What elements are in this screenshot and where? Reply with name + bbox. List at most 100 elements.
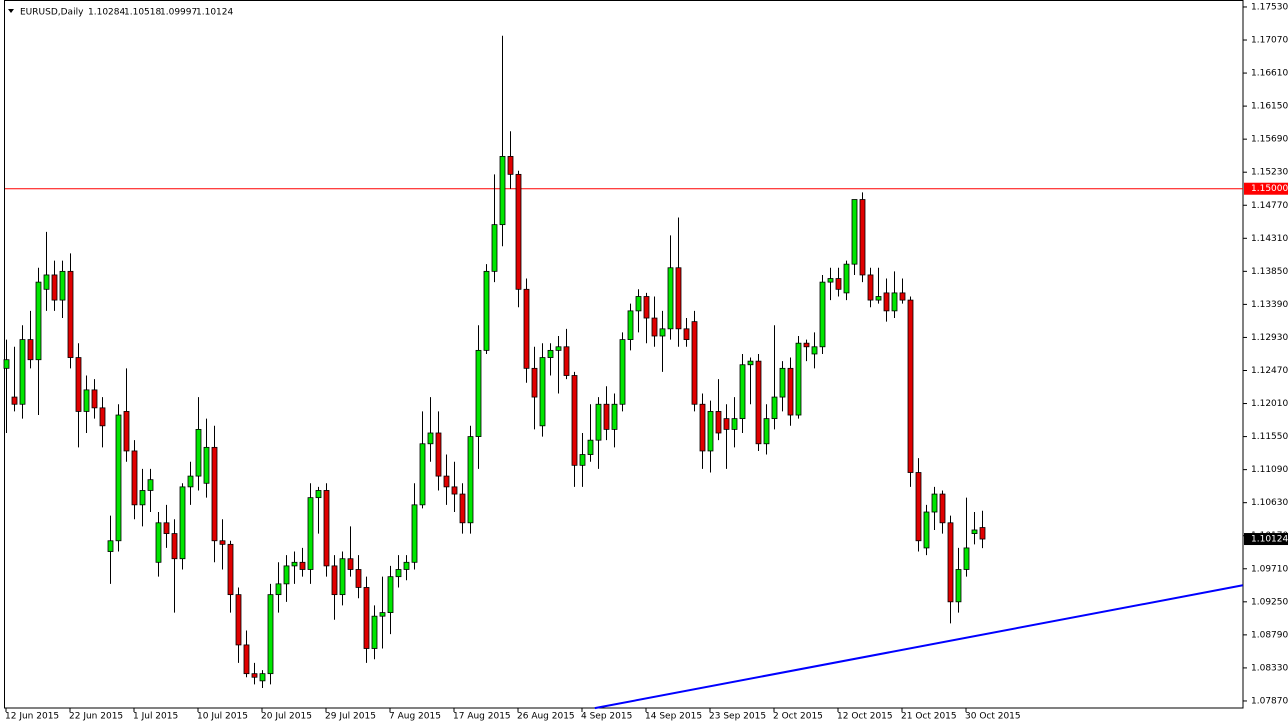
candle-body	[707, 411, 714, 452]
y-tick-label: 1.17070	[1251, 36, 1288, 46]
candle-body	[939, 493, 946, 524]
candle-body	[483, 270, 490, 351]
x-tick-label: 30 Oct 2015	[965, 712, 1021, 722]
candle-body	[723, 418, 730, 430]
candle-body	[387, 576, 394, 613]
candle-body	[499, 155, 506, 226]
y-tick-label: 1.14770	[1251, 201, 1288, 211]
candle-body	[51, 274, 58, 301]
candle-body	[875, 296, 882, 301]
y-tick-label: 1.11090	[1251, 465, 1288, 475]
candle-body	[27, 339, 34, 361]
candle-body	[283, 565, 290, 585]
ohlc-value: 1.10284	[88, 8, 125, 18]
candle-body	[803, 342, 810, 348]
candle-body	[851, 199, 858, 265]
x-tick-label: 20 Jul 2015	[261, 712, 312, 722]
candle-body	[491, 224, 498, 272]
last-price-box	[1244, 533, 1288, 546]
plot-frame	[4, 0, 1244, 709]
candle-body	[955, 569, 962, 603]
candle-body	[811, 346, 818, 355]
candle-body	[427, 432, 434, 445]
candle-body	[907, 299, 914, 473]
candle-body	[43, 274, 50, 290]
y-tick-label: 1.11550	[1251, 432, 1288, 442]
candle-body	[531, 367, 538, 398]
candle-body	[339, 558, 346, 596]
ohlc-value: 1.09997	[160, 8, 197, 18]
x-tick-label: 26 Aug 2015	[517, 712, 575, 722]
x-tick-label: 23 Sep 2015	[709, 712, 766, 722]
candle-body	[843, 263, 850, 294]
candle-body	[931, 493, 938, 513]
candle-body	[523, 288, 530, 369]
candle-body	[507, 155, 514, 175]
candle-body	[147, 479, 154, 491]
candle-body	[35, 281, 42, 361]
candle-body	[275, 583, 282, 596]
candle-body	[435, 432, 442, 477]
trendline	[594, 584, 1243, 710]
candle-body	[235, 594, 242, 646]
candle-body	[259, 673, 266, 682]
candle-body	[315, 490, 322, 499]
candle-body	[779, 367, 786, 398]
candle-body	[299, 561, 306, 570]
candle-body	[835, 278, 842, 290]
candle-body	[291, 561, 298, 567]
candle-body	[211, 446, 218, 542]
candle-body	[539, 357, 546, 427]
candle-body	[227, 543, 234, 596]
last-price-label: 1.10124	[1251, 535, 1288, 545]
candle-body	[411, 504, 418, 563]
candle-body	[419, 443, 426, 506]
candle-body	[923, 511, 930, 549]
candle-body	[563, 346, 570, 376]
ohlc-value: 1.10518	[124, 8, 161, 18]
x-tick-label: 29 Jul 2015	[325, 712, 376, 722]
x-tick-label: 17 Aug 2015	[453, 712, 511, 722]
candle-body	[467, 436, 474, 524]
candle-body	[763, 418, 770, 445]
candle-body	[595, 403, 602, 441]
candle-body	[459, 493, 466, 524]
candle-body	[963, 547, 970, 570]
candle-body	[715, 411, 722, 434]
candle-body	[891, 292, 898, 312]
level-price-box	[1244, 182, 1288, 195]
candle-body	[571, 375, 578, 466]
candle-body	[915, 472, 922, 542]
candle-body	[699, 403, 706, 452]
candle-body	[587, 439, 594, 455]
candle-body	[747, 360, 754, 366]
candle-body	[379, 612, 386, 617]
level-price-label: 1.15000	[1251, 184, 1288, 194]
candle-body	[83, 389, 90, 412]
candle-body	[979, 527, 986, 540]
candle-body	[307, 497, 314, 570]
candle-body	[3, 359, 10, 369]
candle-body	[755, 360, 762, 445]
y-tick-label: 1.10630	[1251, 498, 1288, 508]
x-tick-label: 12 Oct 2015	[837, 712, 893, 722]
candle-body	[155, 522, 162, 563]
candle-body	[179, 486, 186, 560]
candle-body	[99, 407, 106, 427]
candle-body	[683, 328, 690, 340]
candle-body	[515, 173, 522, 290]
menu-arrow[interactable]	[8, 9, 14, 13]
candle-body	[115, 414, 122, 542]
candle-body	[475, 349, 482, 437]
candle-body	[203, 446, 210, 484]
candle-body	[171, 533, 178, 560]
candle-body	[867, 274, 874, 301]
candle-body	[139, 490, 146, 506]
candle-body	[395, 569, 402, 578]
y-tick-label: 1.15230	[1251, 168, 1288, 178]
candle-body	[795, 342, 802, 416]
candle-body	[187, 475, 194, 488]
candle-body	[827, 278, 834, 283]
candle-body	[75, 357, 82, 412]
